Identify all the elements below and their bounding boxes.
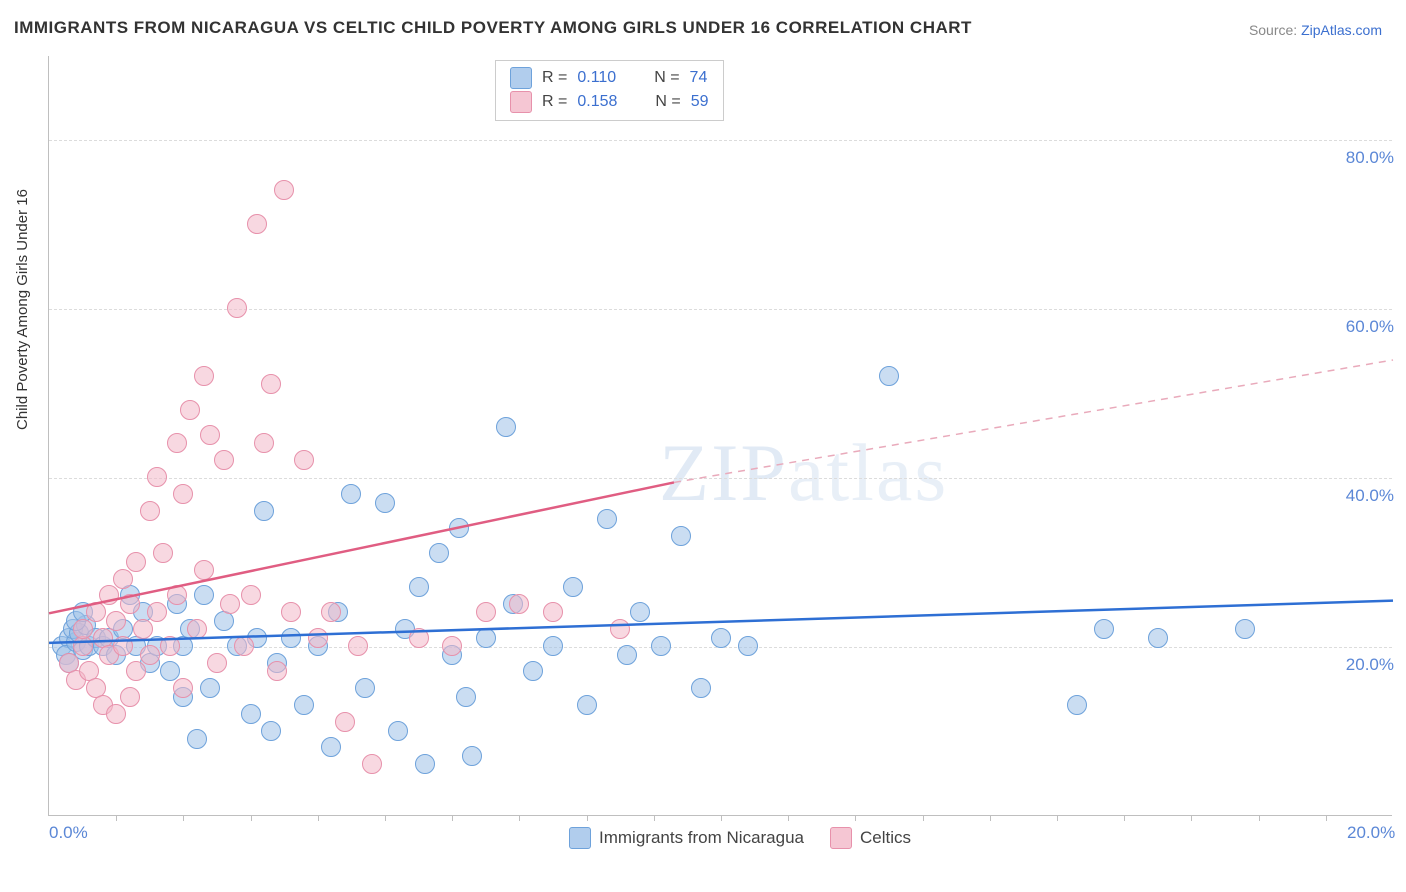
y-axis-label: Child Poverty Among Girls Under 16 <box>14 189 31 430</box>
x-tick-mark <box>385 815 386 821</box>
x-tick-mark <box>1259 815 1260 821</box>
x-tick-mark <box>587 815 588 821</box>
trend-line-pink-solid <box>49 482 674 613</box>
stats-row-blue: R = 0.110 N = 74 <box>510 66 709 90</box>
x-tick-mark <box>251 815 252 821</box>
x-tick-mark <box>1326 815 1327 821</box>
legend-label-blue: Immigrants from Nicaragua <box>599 828 804 848</box>
stats-row-pink: R = 0.158 N = 59 <box>510 90 709 114</box>
x-tick-mark <box>519 815 520 821</box>
swatch-pink-icon <box>510 91 532 113</box>
swatch-blue-icon <box>510 67 532 89</box>
r-value-pink: 0.158 <box>577 90 617 114</box>
n-label: N = <box>655 90 680 114</box>
page-title: IMMIGRANTS FROM NICARAGUA VS CELTIC CHIL… <box>14 18 972 38</box>
stats-box: R = 0.110 N = 74 R = 0.158 N = 59 <box>495 60 724 121</box>
x-tick-mark <box>1124 815 1125 821</box>
x-tick-mark <box>1191 815 1192 821</box>
n-label: N = <box>654 66 679 90</box>
correlation-chart: ZIPatlas 20.0%40.0%60.0%80.0% 0.0%20.0% … <box>48 56 1392 816</box>
source-label: Source: <box>1249 22 1297 38</box>
n-value-pink: 59 <box>691 90 709 114</box>
trend-lines <box>49 56 1392 815</box>
r-label: R = <box>542 90 567 114</box>
swatch-pink-icon <box>830 827 852 849</box>
x-tick-mark <box>654 815 655 821</box>
source-attribution: Source: ZipAtlas.com <box>1249 22 1382 38</box>
x-tick-mark <box>788 815 789 821</box>
x-tick-mark <box>721 815 722 821</box>
x-tick-label: 0.0% <box>49 823 88 843</box>
r-label: R = <box>542 66 567 90</box>
x-tick-mark <box>990 815 991 821</box>
swatch-blue-icon <box>569 827 591 849</box>
n-value-blue: 74 <box>690 66 708 90</box>
x-tick-mark <box>183 815 184 821</box>
legend-item-pink: Celtics <box>830 827 911 849</box>
source-link[interactable]: ZipAtlas.com <box>1301 22 1382 38</box>
trend-line-pink-dashed <box>674 360 1393 482</box>
legend-label-pink: Celtics <box>860 828 911 848</box>
x-tick-mark <box>1057 815 1058 821</box>
x-tick-mark <box>923 815 924 821</box>
x-tick-mark <box>855 815 856 821</box>
x-tick-mark <box>318 815 319 821</box>
x-tick-mark <box>116 815 117 821</box>
legend-item-blue: Immigrants from Nicaragua <box>569 827 804 849</box>
r-value-blue: 0.110 <box>577 66 616 90</box>
bottom-legend: Immigrants from Nicaragua Celtics <box>569 827 911 849</box>
x-tick-label: 20.0% <box>1347 823 1395 843</box>
trend-line-blue <box>49 601 1393 643</box>
x-tick-mark <box>452 815 453 821</box>
